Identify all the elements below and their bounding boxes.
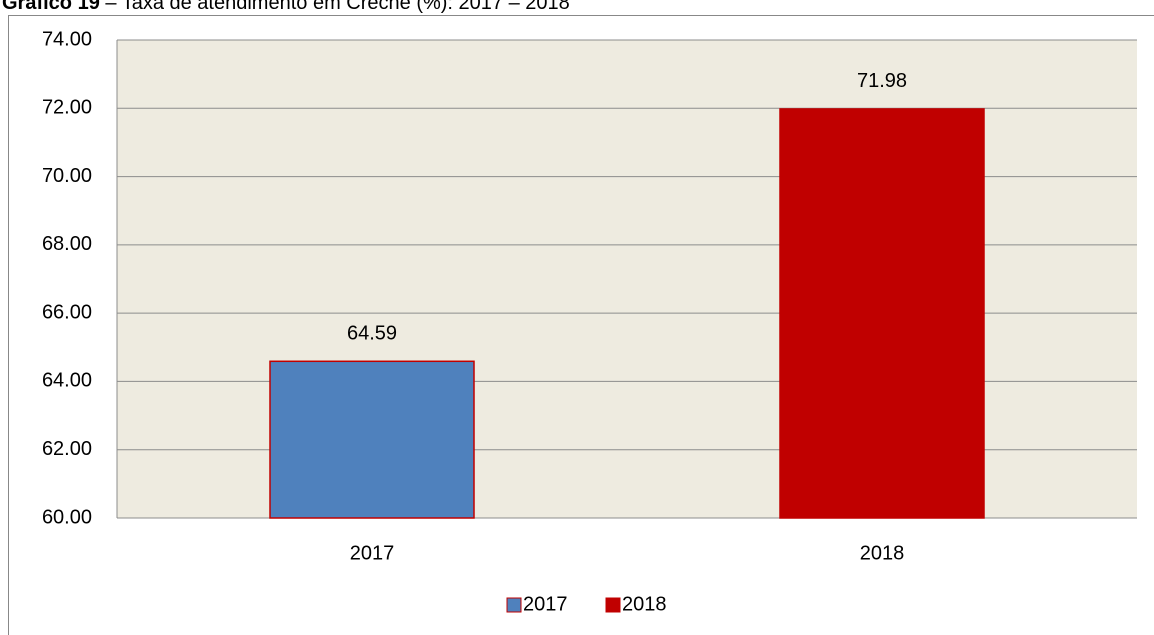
data-label: 71.98 — [857, 70, 907, 92]
y-tick-label: 66.00 — [42, 301, 92, 323]
legend-swatch — [605, 597, 621, 613]
y-tick-label: 62.00 — [42, 438, 92, 460]
y-tick-label: 64.00 — [42, 370, 92, 392]
bar — [269, 360, 475, 519]
y-tick-label: 70.00 — [42, 165, 92, 187]
data-label: 64.59 — [347, 323, 397, 345]
legend-label: 2017 — [523, 593, 568, 615]
y-tick-label: 74.00 — [42, 28, 92, 50]
legend-label: 2018 — [622, 593, 667, 615]
legend-swatch — [506, 597, 522, 613]
title-text: – Taxa de atendimento em Creche (%): 201… — [100, 0, 570, 14]
chart-title: Gráfico 19 – Taxa de atendimento em Crec… — [2, 0, 570, 14]
title-label: Gráfico 19 — [2, 0, 100, 14]
y-tick-label: 60.00 — [42, 506, 92, 528]
y-tick-label: 68.00 — [42, 233, 92, 255]
bar — [779, 108, 985, 519]
y-tick-label: 72.00 — [42, 97, 92, 119]
x-tick-label: 2017 — [350, 542, 395, 564]
x-tick-label: 2018 — [860, 542, 905, 564]
